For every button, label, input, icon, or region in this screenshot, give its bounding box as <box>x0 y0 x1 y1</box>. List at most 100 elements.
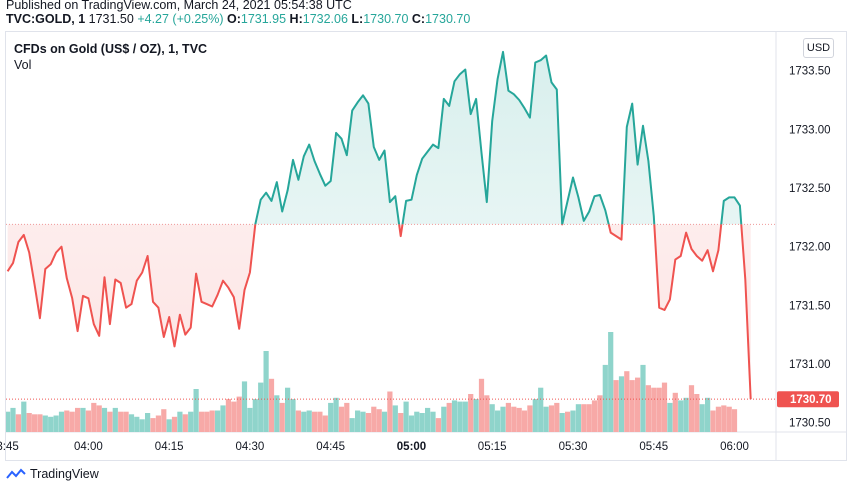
volume-bar <box>112 407 118 432</box>
volume-bar <box>473 399 479 432</box>
volume-bar <box>597 395 603 432</box>
volume-bar <box>85 410 91 432</box>
volume-bar <box>527 405 533 432</box>
footer-brand[interactable]: TradingView <box>6 467 99 481</box>
x-tick-label: 04:00 <box>74 441 103 453</box>
tradingview-logo-icon <box>6 468 26 479</box>
volume-bar <box>538 387 544 432</box>
volume-bar <box>618 376 625 432</box>
volume-bar <box>145 413 151 432</box>
volume-bar <box>425 407 431 432</box>
ohlc-line: TVC:GOLD, 1 1731.50 +4.27 (+0.25%) O:173… <box>6 12 470 26</box>
volume-bar <box>26 413 32 432</box>
volume-bar <box>193 389 199 432</box>
low-label: L: <box>351 12 364 26</box>
volume-bar <box>64 410 70 432</box>
volume-bar <box>263 351 269 432</box>
volume-bar <box>204 411 210 432</box>
volume-bar <box>602 364 608 432</box>
currency-button[interactable]: USD <box>803 38 834 58</box>
volume-bar <box>441 406 447 432</box>
volume-bar <box>570 410 576 432</box>
volume-bar <box>521 410 528 432</box>
volume-bar <box>392 405 398 432</box>
volume-bar <box>731 409 738 432</box>
open-value: 1731.95 <box>240 12 287 26</box>
y-tick-label: 1733.00 <box>789 124 831 136</box>
close-label: C: <box>411 12 426 26</box>
volume-bar <box>624 371 630 432</box>
volume-bar <box>306 410 312 432</box>
volume-bar <box>635 377 641 432</box>
x-tick-label: 05:30 <box>559 441 588 453</box>
volume-bar <box>225 399 231 432</box>
volume-bar <box>645 385 651 432</box>
y-tick-label: 1732.50 <box>789 183 831 195</box>
volume-bar <box>371 406 377 432</box>
chart-legend-title: CFDs on Gold (US$ / OZ), 1, TVC <box>14 42 208 56</box>
open-label: O: <box>226 12 241 26</box>
volume-bar <box>123 411 129 432</box>
volume-bar <box>118 411 124 432</box>
volume-bar <box>699 404 705 432</box>
volume-bar <box>403 401 409 432</box>
volume-bar <box>42 415 48 432</box>
volume-bar <box>10 407 16 432</box>
volume-bar <box>360 411 366 432</box>
volume-bar <box>338 406 345 432</box>
volume-bar <box>478 378 485 432</box>
volume-bar <box>575 404 581 432</box>
volume-bar <box>290 399 296 432</box>
volume-bar <box>511 406 517 432</box>
x-tick-label: 04:15 <box>155 441 184 453</box>
volume-bar <box>683 397 689 432</box>
volume-bar <box>446 402 452 432</box>
published-caption: Published on TradingView.com, March 24, … <box>6 0 352 12</box>
price-change: +4.27 (+0.25%) <box>137 12 224 26</box>
volume-bar <box>182 414 188 432</box>
volume-bar <box>667 402 673 432</box>
volume-bar <box>468 394 474 432</box>
volume-bar <box>333 397 339 432</box>
volume-bar <box>155 415 161 432</box>
volume-bar <box>489 404 495 432</box>
volume-bar <box>678 400 684 432</box>
last-price-label: 1730.70 <box>790 394 832 406</box>
volume-bar <box>586 404 592 432</box>
volume-bar <box>128 414 135 432</box>
volume-bar <box>301 411 307 432</box>
volume-bar <box>710 410 716 432</box>
volume-bar <box>705 397 711 432</box>
volume-bar <box>48 416 54 432</box>
volume-bar <box>721 405 727 432</box>
volume-bar <box>457 401 463 432</box>
chart-frame[interactable] <box>5 31 847 461</box>
volume-bar <box>252 399 258 432</box>
volume-bar <box>726 406 732 432</box>
volume-bar <box>672 392 678 432</box>
volume-bar <box>688 385 695 432</box>
volume-bar <box>279 402 285 432</box>
volume-bar <box>15 414 21 432</box>
volume-bar <box>209 410 215 432</box>
volume-legend: Vol <box>14 58 32 72</box>
volume-bar <box>166 419 172 432</box>
volume-bar <box>107 411 113 432</box>
volume-bar <box>295 410 301 432</box>
volume-bar <box>53 415 59 432</box>
volume-bar <box>355 410 361 432</box>
volume-bar <box>285 387 291 432</box>
volume-bar <box>188 411 194 432</box>
volume-bar <box>532 399 538 432</box>
volume-bar <box>311 411 318 432</box>
volume-bar <box>150 418 156 432</box>
volume-bar <box>554 402 560 432</box>
volume-bar <box>21 401 27 432</box>
close-value: 1730.70 <box>425 12 471 26</box>
volume-bar <box>322 415 328 432</box>
y-tick-label: 1731.00 <box>789 359 831 371</box>
volume-bar <box>58 411 65 432</box>
volume-bar <box>661 382 668 432</box>
volume-bar <box>268 378 275 432</box>
